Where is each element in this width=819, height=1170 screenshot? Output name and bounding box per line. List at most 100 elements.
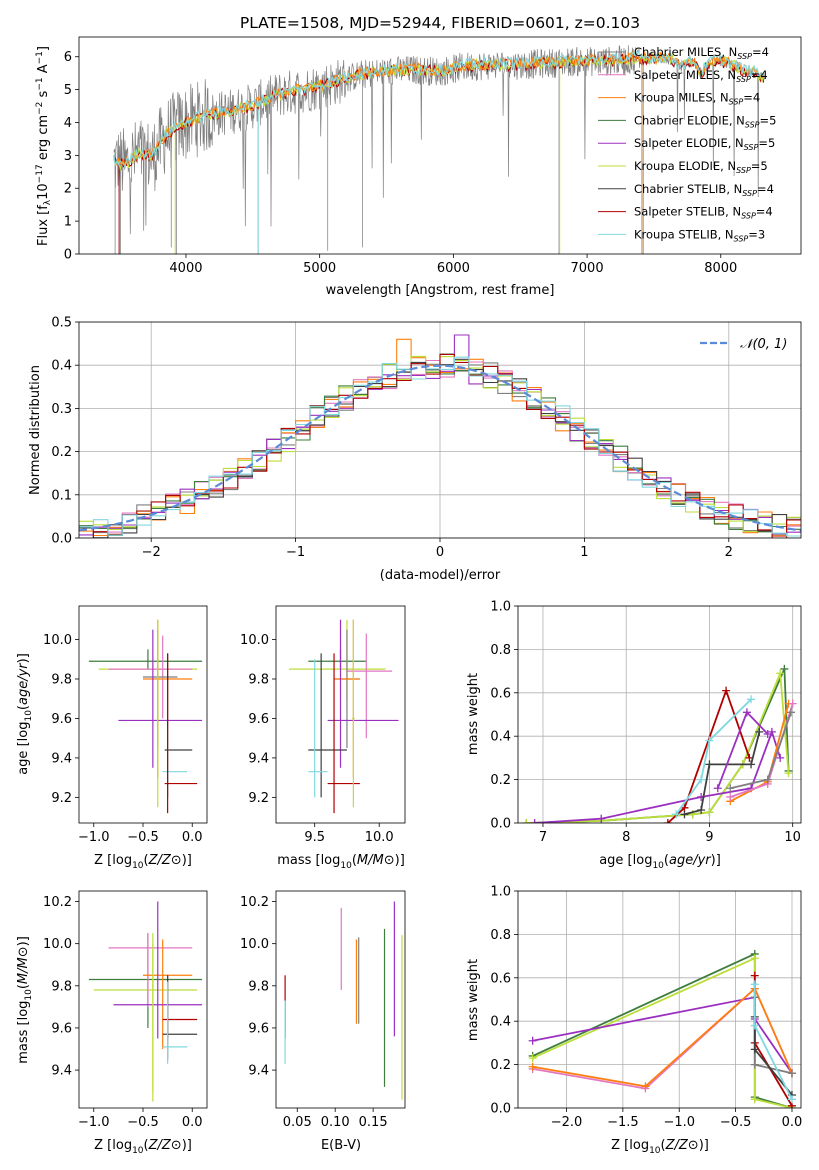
label-part: −1	[35, 77, 45, 90]
mass-weight-marker	[722, 686, 731, 695]
axes-frame	[517, 605, 802, 824]
legend-subscript: SSP	[736, 166, 751, 175]
label-part: −17	[35, 164, 45, 183]
y-tick-label: 0.6	[490, 971, 511, 986]
mass-weight-marker	[767, 727, 776, 736]
model-spectrum	[113, 50, 765, 170]
axes-frame	[517, 890, 802, 1109]
legend-entry: Salpeter ELODIE, NSSP=5	[634, 136, 775, 152]
mass-weight-marker	[528, 1062, 537, 1071]
histogram-series	[92, 353, 801, 538]
label-part: age [log	[16, 722, 31, 775]
y-tick-label: 10.2	[240, 895, 269, 910]
y-tick-label: 9.4	[51, 1064, 72, 1079]
legend-text: Salpeter ELODIE, N	[634, 136, 744, 150]
plot-area	[88, 619, 203, 814]
label-part: (	[144, 1138, 149, 1153]
x-tick-label: 5000	[303, 261, 336, 276]
y-tick-label: 10.0	[240, 937, 269, 952]
mass-weight-marker	[776, 669, 785, 678]
label-part: age/yr	[16, 662, 31, 705]
label-subscript: 10	[649, 1146, 661, 1156]
legend-entry: Kroupa STELIB, NSSP=3	[634, 227, 765, 243]
spectrum-x-label: wavelength [Angstrom, rest frame]	[326, 283, 555, 298]
axes-frame	[78, 321, 802, 539]
legend-entry: Salpeter STELIB, NSSP=4	[634, 205, 773, 221]
legend-subscript: SSP	[741, 212, 756, 221]
x-tick-label: −1.0	[78, 1115, 110, 1130]
axes-frame	[275, 605, 406, 824]
x-tick-label: 10	[784, 830, 801, 845]
label-part: erg cm	[36, 115, 51, 164]
x-tick-label: 0.10	[321, 1115, 350, 1130]
label-part: )]	[395, 853, 405, 868]
mass-weight-marker	[528, 1036, 537, 1045]
spectrum-panel: 4000 5000 6000 7000 8000 0 1 2 3 4 5 6	[64, 36, 802, 276]
legend-subscript: SSP	[744, 143, 759, 152]
x-tick-label: 8000	[704, 261, 737, 276]
legend-text: =4	[752, 45, 769, 59]
ebv-x-label: E(B-V)	[321, 1138, 361, 1153]
label-subscript: 10	[132, 861, 144, 871]
label-part: )]	[182, 1138, 192, 1153]
mass-weight-marker	[747, 695, 756, 704]
mass-age-panel: 9.5 10.0 9.2 9.4 9.6 9.8 10.0	[240, 605, 406, 845]
y-tick-label: 0.4	[490, 730, 511, 745]
mass-weight-line	[532, 996, 793, 1074]
label-part: )]	[711, 853, 721, 868]
label-part: )]	[16, 936, 31, 946]
mass-weight-marker	[784, 769, 793, 778]
mass-weight-marker	[755, 727, 764, 736]
z-massweight-panel: −2.0 −1.5 −1.0 −0.5 0.0 0.0 0.2 0.4 0.6 0.8 1.0	[490, 885, 802, 1131]
legend-text: Chabrier ELODIE, N	[634, 113, 745, 127]
mass-weight-marker	[705, 808, 714, 817]
x-tick-label: 4000	[169, 261, 202, 276]
y-tick-label: 9.6	[248, 1021, 269, 1036]
mass-weight-marker	[750, 1021, 759, 1030]
x-tick-label: 0.0	[182, 830, 203, 845]
legend-text: =5	[760, 113, 777, 127]
label-part: Z [log	[94, 853, 132, 868]
mass-weight-marker	[750, 1060, 759, 1069]
legend-subscript: SSP	[736, 75, 751, 84]
y-tick-label: 0.6	[490, 686, 511, 701]
label-part: s	[36, 90, 51, 101]
x-tick-label: 1	[580, 545, 588, 560]
mass-weight-marker	[776, 753, 785, 762]
mass-weight-marker	[787, 708, 796, 717]
mass-weight-marker	[750, 980, 759, 989]
mass-weight-marker	[697, 805, 706, 814]
x-tick-label: −2	[142, 545, 161, 560]
axes-frame	[275, 890, 406, 1109]
mass-weight-marker	[726, 784, 735, 793]
z-age-y-label: age [log10(age/yr)]	[16, 653, 34, 775]
label-part: (	[664, 853, 669, 868]
y-tick-label: 0.0	[490, 1102, 511, 1117]
x-tick-label: −1.0	[78, 830, 110, 845]
x-tick-label: −1.5	[607, 1115, 639, 1130]
legend-text: =3	[748, 227, 765, 241]
legend-text: =4	[751, 68, 768, 82]
x-tick-label: 9	[705, 830, 713, 845]
mass-weight-marker	[705, 736, 714, 745]
label-part: age/yr	[669, 853, 712, 868]
z-massweight-y-label: mass weight	[466, 959, 481, 1041]
label-part: Flux [f	[36, 205, 51, 246]
mass-weight-line	[684, 731, 761, 816]
label-part: (	[661, 1138, 666, 1153]
x-tick-label: −2.0	[551, 1115, 583, 1130]
y-tick-label: 0.5	[51, 316, 72, 331]
y-tick-label: 0.0	[490, 817, 511, 832]
spectrum-title: PLATE=1508, MJD=52944, FIBERID=0601, z=0…	[240, 14, 640, 32]
y-tick-label: 9.2	[248, 791, 269, 806]
age-massweight-x-label: age [log10(age/yr)]	[599, 853, 721, 871]
mass-weight-marker	[672, 810, 681, 819]
label-part: (	[352, 853, 357, 868]
mass-weight-marker	[788, 699, 797, 708]
y-tick-label: 0	[64, 248, 72, 263]
z-mass-x-label: Z [log10(Z/Z⊙)]	[94, 1138, 192, 1156]
mass-weight-line	[526, 668, 790, 823]
legend-text: Salpeter MILES, N	[634, 68, 736, 82]
